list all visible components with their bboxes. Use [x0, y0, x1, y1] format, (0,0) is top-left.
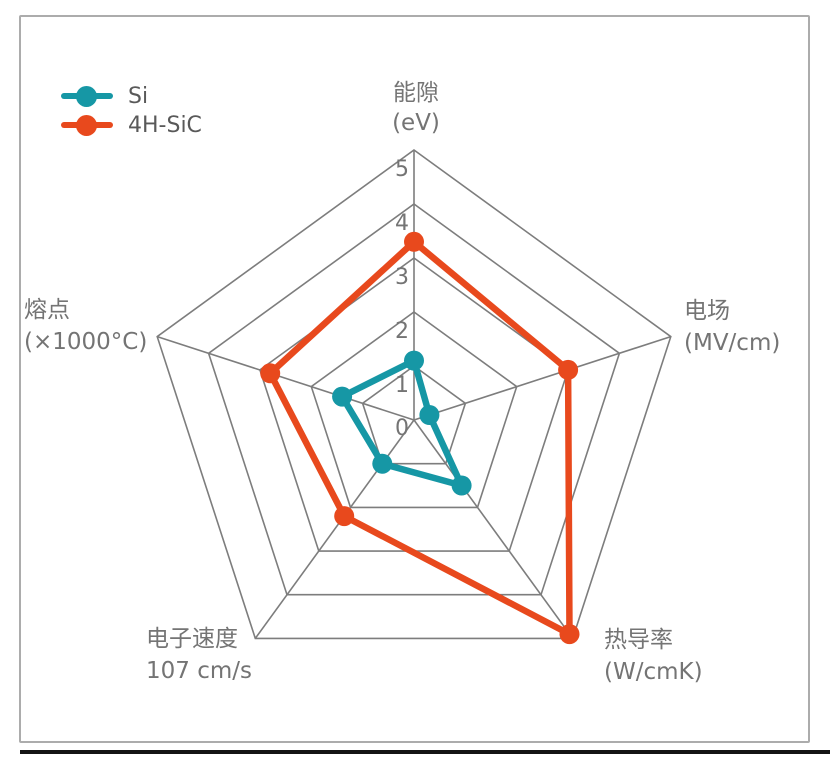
- tick-label-0: 0: [395, 416, 409, 441]
- data-point-4H-SiC-2: [559, 624, 580, 645]
- data-point-4H-SiC-1: [558, 359, 579, 380]
- axis-unit-4: (×1000°C): [24, 329, 147, 355]
- axis-label-0: 能隙: [393, 80, 439, 106]
- si-series-marker-icon: [61, 86, 113, 107]
- axis-unit-0: (eV): [392, 110, 440, 136]
- legend-label-4h-sic: 4H-SiC: [128, 113, 202, 138]
- sic-series-marker-icon: [61, 115, 113, 136]
- axis-labels: 能隙 (eV) 电场 (MV/cm) 热导率 (W/cmK) 电子速度 107 cm/s 熔点 (…: [24, 80, 780, 685]
- radar-grid: [156, 149, 672, 640]
- series-4H-SiC: [260, 231, 580, 645]
- tick-label-1: 1: [395, 373, 409, 398]
- grid-spoke-1: [413, 335, 672, 421]
- series-line-4H-SiC: [266, 238, 573, 638]
- sic-marker-dot-icon: [76, 115, 97, 136]
- tick-label-2: 2: [395, 319, 409, 344]
- data-point-4H-SiC-4: [260, 363, 281, 384]
- grid-spoke-2: [413, 419, 574, 639]
- grid-spoke-3: [254, 419, 415, 639]
- tick-label-3: 3: [395, 265, 409, 290]
- data-point-Si-0: [404, 350, 424, 371]
- bottom-divider: [20, 750, 830, 754]
- data-point-Si-2: [451, 475, 472, 496]
- grid-ring-1: [361, 365, 467, 465]
- axis-label-1: 电场: [684, 298, 730, 324]
- data-point-4H-SiC-3: [334, 506, 355, 527]
- axis-label-4: 熔点: [24, 297, 70, 323]
- legend-item-si: Si: [61, 84, 202, 109]
- data-point-4H-SiC-0: [404, 231, 424, 252]
- axis-label-2: 热导率: [604, 627, 673, 653]
- data-point-Si-4: [332, 386, 353, 407]
- legend-item-4h-sic: 4H-SiC: [61, 113, 202, 138]
- grid-ring-2: [310, 311, 518, 509]
- data-point-Si-3: [372, 453, 393, 474]
- tick-label-4: 4: [395, 211, 409, 236]
- grid-ring-4: [207, 203, 621, 596]
- series-Si: [332, 350, 472, 496]
- legend: Si 4H-SiC: [61, 84, 202, 138]
- tick-labels: 0 1 2 3 4 5: [395, 157, 409, 441]
- axis-unit-3: 107 cm/s: [146, 658, 252, 684]
- si-marker-dot-icon: [76, 86, 97, 107]
- legend-label-si: Si: [128, 84, 149, 109]
- grid-ring-5: [156, 149, 672, 640]
- tick-label-5: 5: [395, 157, 409, 182]
- axis-unit-2: (W/cmK): [604, 659, 703, 685]
- axis-unit-1: (MV/cm): [684, 330, 780, 356]
- data-point-Si-1: [419, 405, 440, 425]
- axis-label-3: 电子速度: [146, 626, 238, 652]
- grid-spoke-4: [156, 335, 415, 421]
